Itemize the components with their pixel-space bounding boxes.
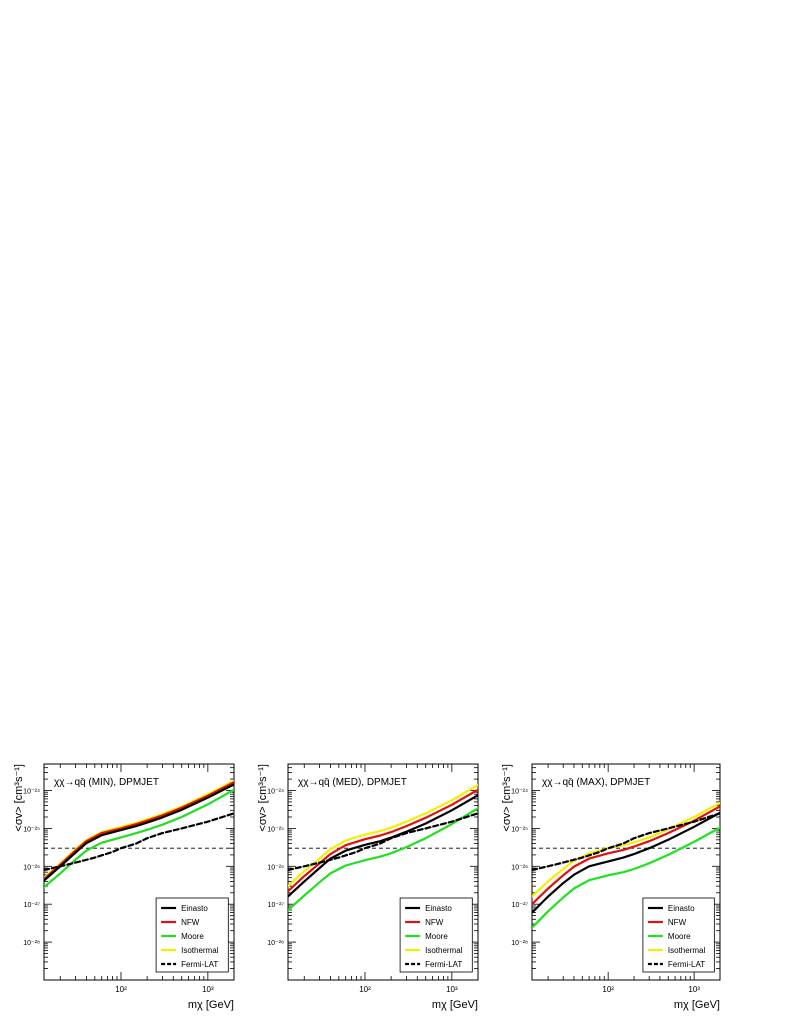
legend-label: Einasto bbox=[425, 904, 452, 913]
chart-panel-1: 10² 10³ 10⁻²⁸ 10⁻²⁷ 10⁻²⁶ 10⁻²⁵ 10⁻²⁴ mχ [GeV] <… bbox=[257, 763, 479, 1011]
y-tick-label: 10⁻²⁶ bbox=[267, 864, 284, 871]
y-tick-label: 10⁻²⁸ bbox=[267, 940, 284, 947]
y-tick-label: 10⁻²⁸ bbox=[23, 940, 40, 947]
series-line-fermi-lat bbox=[44, 812, 234, 872]
y-tick-label: 10⁻²⁵ bbox=[267, 826, 284, 833]
legend-label: Isothermal bbox=[425, 946, 463, 955]
legend-label: Fermi-LAT bbox=[668, 960, 705, 969]
legend-box bbox=[642, 897, 715, 973]
legend-label: Moore bbox=[425, 932, 448, 941]
y-tick-label: 10⁻²⁷ bbox=[24, 902, 41, 909]
y-axis-label: <σv> [cm³s⁻¹] bbox=[13, 764, 25, 832]
series-line-isothermal bbox=[288, 783, 478, 888]
x-tick-label: 10² bbox=[602, 985, 614, 994]
x-tick-label: 10³ bbox=[688, 985, 700, 994]
legend-label: Isothermal bbox=[181, 946, 219, 955]
legend-label: Fermi-LAT bbox=[181, 960, 218, 969]
y-tick-label: 10⁻²⁸ bbox=[511, 940, 528, 947]
chart-panel-0: 10² 10³ 10⁻²⁸ 10⁻²⁷ 10⁻²⁶ 10⁻²⁵ 10⁻²⁴ mχ [GeV] <… bbox=[13, 763, 235, 1011]
x-tick-label: 10² bbox=[359, 985, 371, 994]
legend-label: Isothermal bbox=[668, 946, 706, 955]
legend-label: Moore bbox=[668, 932, 691, 941]
y-tick-label: 10⁻²⁵ bbox=[511, 826, 528, 833]
legend-label: NFW bbox=[181, 918, 200, 927]
series-line-einasto bbox=[288, 794, 478, 898]
y-tick-label: 10⁻²⁴ bbox=[267, 788, 284, 795]
x-axis-label: mχ [GeV] bbox=[674, 999, 720, 1011]
chart-title: χχ→qq̄ (MAX), DPMJET bbox=[542, 777, 650, 788]
y-tick-label: 10⁻²⁷ bbox=[512, 902, 529, 909]
legend-label: Fermi-LAT bbox=[425, 960, 462, 969]
series-group bbox=[44, 779, 234, 889]
series-line-nfw bbox=[44, 781, 234, 881]
legend-label: NFW bbox=[425, 918, 444, 927]
series-line-einasto bbox=[532, 811, 720, 914]
chart-title: χχ→qq̄ (MED), DPMJET bbox=[298, 777, 407, 788]
legend-label: NFW bbox=[668, 918, 687, 927]
y-tick-label: 10⁻²⁶ bbox=[511, 864, 528, 871]
series-line-fermi-lat bbox=[532, 812, 720, 872]
x-tick-label: 10³ bbox=[202, 985, 214, 994]
chart-panel-2: 10² 10³ 10⁻²⁸ 10⁻²⁷ 10⁻²⁶ 10⁻²⁵ 10⁻²⁴ mχ [GeV] <… bbox=[501, 763, 721, 1011]
y-axis-label: <σv> [cm³s⁻¹] bbox=[501, 764, 513, 832]
series-line-nfw bbox=[532, 805, 720, 906]
series-group bbox=[288, 783, 478, 912]
legend-label: Einasto bbox=[668, 904, 695, 913]
y-tick-label: 10⁻²⁵ bbox=[23, 826, 40, 833]
legend-label: Einasto bbox=[181, 904, 208, 913]
x-tick-label: 10² bbox=[115, 985, 127, 994]
y-axis-label: <σv> [cm³s⁻¹] bbox=[257, 764, 269, 832]
series-group bbox=[532, 801, 720, 929]
series-line-moore bbox=[532, 826, 720, 929]
y-tick-label: 10⁻²⁴ bbox=[23, 788, 40, 795]
x-tick-label: 10³ bbox=[446, 985, 458, 994]
y-tick-label: 10⁻²⁷ bbox=[268, 902, 285, 909]
series-line-einasto bbox=[44, 783, 234, 882]
x-axis-label: mχ [GeV] bbox=[188, 999, 234, 1011]
series-line-fermi-lat bbox=[288, 812, 478, 872]
x-axis-label: mχ [GeV] bbox=[432, 999, 478, 1011]
series-line-nfw bbox=[288, 788, 478, 893]
series-line-moore bbox=[288, 807, 478, 912]
y-tick-label: 10⁻²⁴ bbox=[511, 788, 528, 795]
chart-title: χχ→qq̄ (MIN), DPMJET bbox=[54, 777, 159, 788]
legend-label: Moore bbox=[181, 932, 204, 941]
y-tick-label: 10⁻²⁶ bbox=[23, 864, 40, 871]
series-line-moore bbox=[44, 788, 234, 889]
